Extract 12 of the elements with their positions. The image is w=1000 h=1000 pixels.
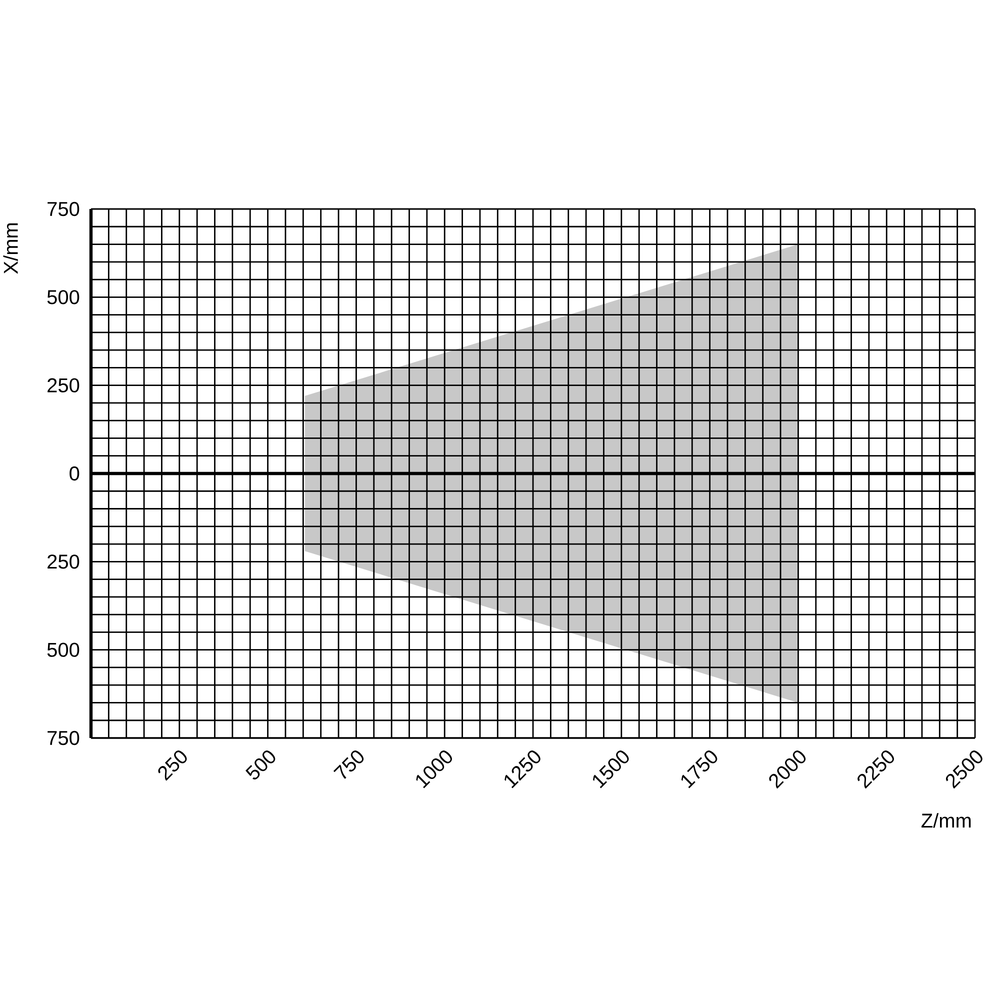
y-axis-title: X/mm bbox=[3, 223, 18, 274]
y-tick-label: 0 bbox=[70, 466, 80, 481]
x-axis-title: Z/mm bbox=[921, 813, 971, 828]
y-tick-label: 750 bbox=[48, 202, 80, 216]
y-tick-label: 500 bbox=[47, 642, 80, 657]
x-tick-label: 250 bbox=[158, 750, 187, 781]
y-tick-label: 250 bbox=[48, 554, 80, 569]
y-tick-label: 500 bbox=[47, 290, 80, 304]
y-tick-label: 750 bbox=[48, 730, 80, 746]
x-tick-label: 750 bbox=[333, 750, 364, 779]
x-tick-label: 500 bbox=[246, 750, 276, 780]
y-tick-label: 250 bbox=[48, 378, 80, 392]
